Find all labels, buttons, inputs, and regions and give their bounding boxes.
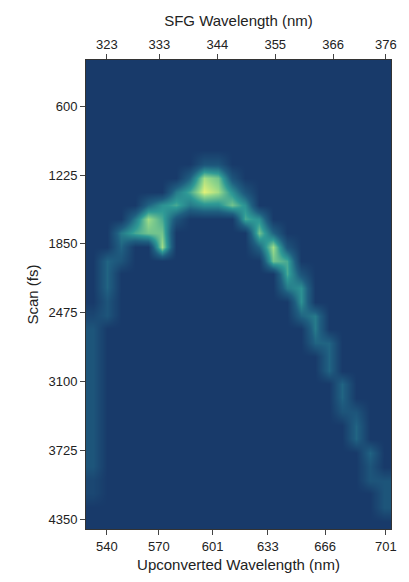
svg-text:344: 344 xyxy=(206,37,228,52)
svg-text:1225: 1225 xyxy=(48,168,77,183)
svg-text:323: 323 xyxy=(96,37,118,52)
svg-text:366: 366 xyxy=(322,37,344,52)
svg-text:SFG Wavelength (nm): SFG Wavelength (nm) xyxy=(164,12,313,29)
svg-text:570: 570 xyxy=(148,539,170,554)
svg-text:666: 666 xyxy=(314,539,336,554)
svg-text:376: 376 xyxy=(375,37,397,52)
svg-text:Scan (fs): Scan (fs) xyxy=(24,264,41,324)
svg-text:1850: 1850 xyxy=(48,236,77,251)
svg-text:3725: 3725 xyxy=(48,443,77,458)
svg-text:600: 600 xyxy=(56,99,78,114)
svg-text:2475: 2475 xyxy=(48,305,77,320)
svg-text:701: 701 xyxy=(375,539,397,554)
svg-text:3100: 3100 xyxy=(48,374,77,389)
svg-text:4350: 4350 xyxy=(48,512,77,527)
svg-text:Upconverted Wavelength (nm): Upconverted Wavelength (nm) xyxy=(137,556,340,573)
svg-text:540: 540 xyxy=(96,539,118,554)
svg-text:633: 633 xyxy=(257,539,279,554)
svg-text:333: 333 xyxy=(149,37,171,52)
svg-text:355: 355 xyxy=(264,37,286,52)
svg-text:601: 601 xyxy=(202,539,224,554)
